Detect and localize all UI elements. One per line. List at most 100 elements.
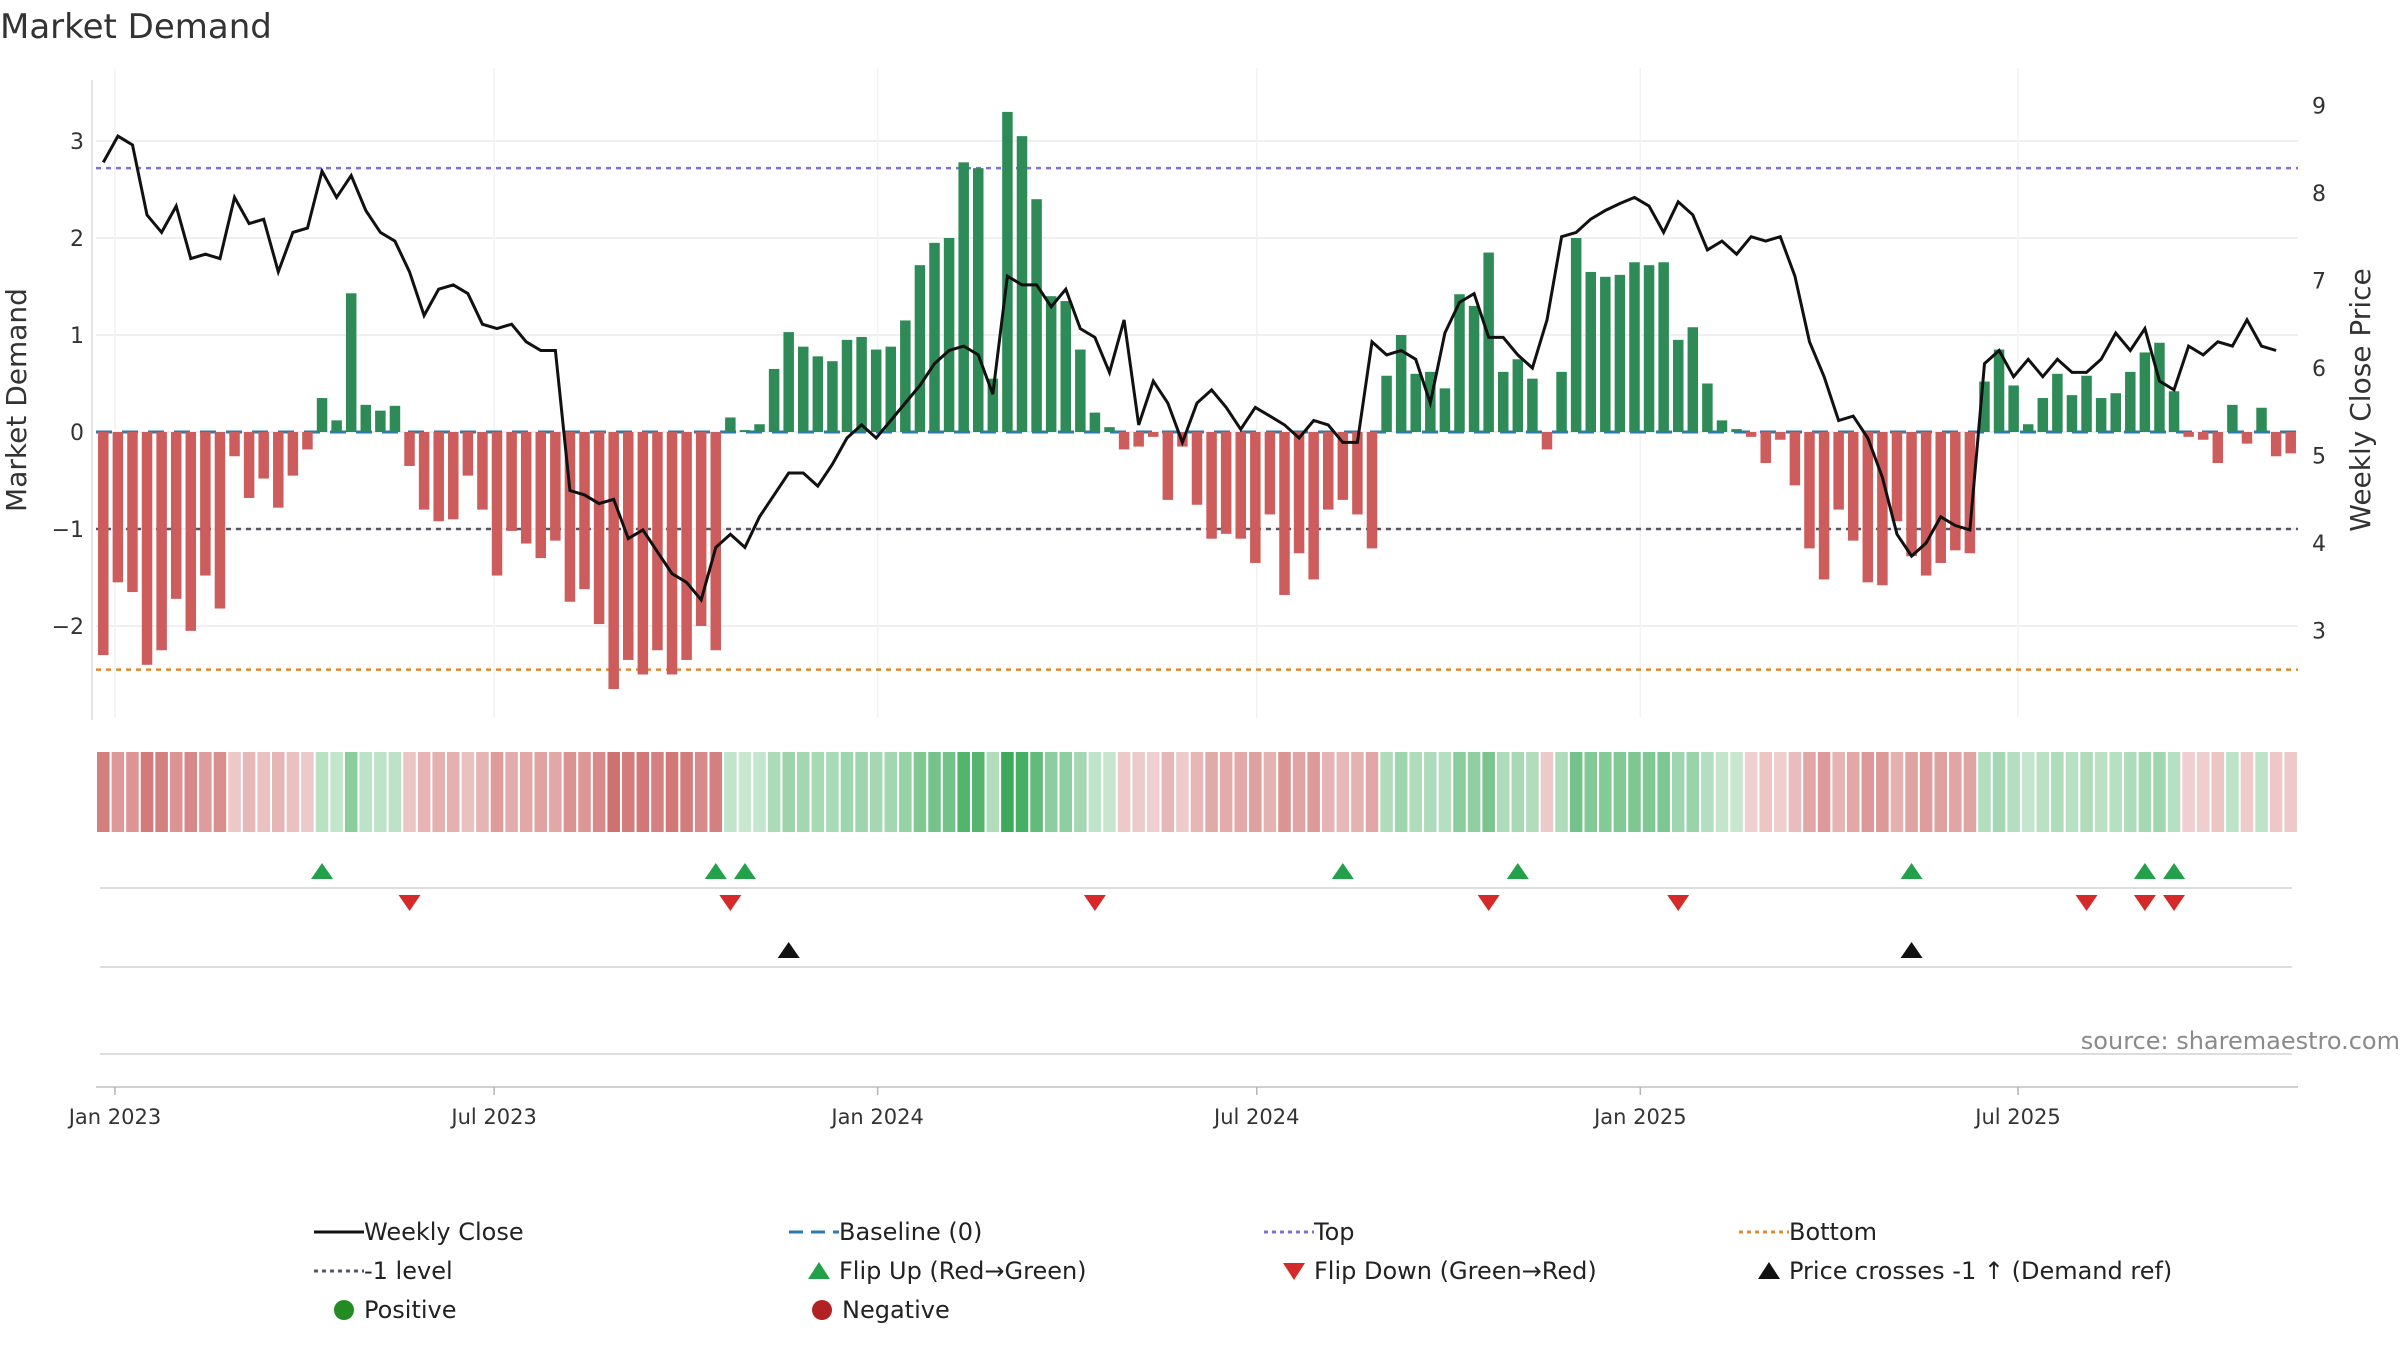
strip-cell bbox=[1715, 752, 1729, 832]
demand-bar bbox=[316, 398, 328, 432]
demand-bar bbox=[623, 432, 634, 660]
strip-cell bbox=[1540, 752, 1554, 832]
demand-bar bbox=[1133, 432, 1144, 447]
strip-cell bbox=[1292, 752, 1306, 832]
demand-bar bbox=[1847, 432, 1859, 541]
weekly-close-line bbox=[101, 134, 2277, 604]
strip-cell bbox=[1176, 752, 1189, 832]
demand-bar bbox=[185, 432, 197, 631]
strip-cell bbox=[1351, 752, 1364, 832]
strip-cell bbox=[1584, 752, 1598, 832]
demand-bar bbox=[929, 242, 940, 432]
y2-tick-label: 5 bbox=[2312, 445, 2326, 470]
demand-bar bbox=[1002, 111, 1013, 433]
demand-bar bbox=[1162, 432, 1174, 500]
demand-bar bbox=[2139, 352, 2151, 432]
strip-cell bbox=[855, 752, 868, 832]
demand-bar bbox=[535, 432, 547, 559]
demand-bar bbox=[1308, 432, 1319, 580]
strip-cell bbox=[1555, 752, 1568, 832]
strip-cell bbox=[1088, 752, 1102, 832]
strip-cell bbox=[1671, 752, 1685, 832]
y-axis-label: Market Demand bbox=[0, 288, 33, 512]
strip-cell bbox=[636, 752, 650, 832]
demand-bar bbox=[491, 432, 503, 576]
market-demand-chart: Market Demand 3 2 1 0 −1 −2 9 8 7 6 5 4 3 Market De… bbox=[0, 7, 2400, 1129]
strip-cell bbox=[519, 752, 533, 832]
demand-bar bbox=[1658, 262, 1669, 432]
demand-bar bbox=[1337, 432, 1349, 500]
demand-bar bbox=[2212, 432, 2224, 464]
strip-cell bbox=[2138, 752, 2152, 832]
demand-bar bbox=[243, 432, 255, 498]
demand-bar bbox=[2022, 424, 2034, 432]
legend-flip-up: Flip Up (Red→Green) bbox=[775, 1257, 1250, 1285]
demand-bar bbox=[2095, 398, 2107, 432]
strip-cell bbox=[1074, 752, 1087, 832]
demand-bar bbox=[1454, 294, 1465, 432]
demand-bar bbox=[1789, 432, 1801, 486]
strip-cell bbox=[680, 752, 693, 832]
strip-cell bbox=[1613, 752, 1627, 832]
demand-bar bbox=[1629, 262, 1640, 432]
demand-bar bbox=[710, 432, 722, 651]
demand-bar bbox=[1935, 432, 1946, 563]
y-tick-label: −1 bbox=[52, 518, 84, 543]
strip-cell bbox=[1686, 752, 1700, 832]
y-tick-label: 3 bbox=[70, 130, 84, 155]
strip-cell bbox=[1642, 752, 1656, 832]
strip-cell bbox=[286, 752, 300, 832]
demand-bar bbox=[1570, 238, 1582, 432]
strip-cell bbox=[1380, 752, 1393, 832]
demand-bar bbox=[141, 432, 153, 665]
flip-up-marker bbox=[311, 863, 334, 879]
demand-bar bbox=[360, 404, 372, 432]
demand-bar bbox=[579, 432, 590, 590]
strip-cell bbox=[884, 752, 898, 832]
demand-bar bbox=[1497, 371, 1509, 432]
demand-bar bbox=[331, 420, 342, 432]
strip-cell bbox=[534, 752, 548, 832]
strip-cell bbox=[2080, 752, 2093, 832]
strip-cell bbox=[1482, 752, 1495, 832]
flip-up-marker bbox=[1506, 863, 1529, 879]
demand-bar bbox=[1716, 420, 1728, 432]
strip-cell bbox=[709, 752, 723, 832]
demand-bar bbox=[2110, 393, 2121, 432]
x-tick-label: Jan 2023 bbox=[67, 1105, 162, 1129]
demand-bar bbox=[550, 432, 561, 541]
demand-bar bbox=[1250, 432, 1261, 563]
demand-bar bbox=[1118, 432, 1130, 450]
strip-cell bbox=[1992, 752, 2006, 832]
y2-tick-label: 9 bbox=[2312, 95, 2326, 120]
strip-cell bbox=[1424, 752, 1437, 832]
dotted-line-swatch-icon bbox=[314, 1269, 364, 1272]
legend: Weekly Close Baseline (0) Top Bottom -1 … bbox=[300, 1212, 2200, 1329]
demand-bar bbox=[856, 336, 867, 432]
flip-down-marker bbox=[2133, 895, 2156, 911]
x-tick-label: Jul 2024 bbox=[1212, 1105, 1299, 1129]
strip-cell bbox=[169, 752, 183, 832]
demand-bar bbox=[827, 361, 838, 432]
strip-cell bbox=[374, 752, 387, 832]
demand-bar bbox=[637, 432, 649, 675]
strip-cell bbox=[592, 752, 606, 832]
dashed-line-swatch-icon bbox=[789, 1230, 839, 1233]
grid bbox=[91, 68, 2298, 720]
demand-bar bbox=[127, 432, 138, 593]
strip-cell bbox=[1001, 752, 1014, 832]
demand-bar bbox=[1818, 432, 1830, 580]
legend-minus-one: -1 level bbox=[300, 1257, 775, 1285]
demand-bar bbox=[608, 432, 619, 690]
strip-cell bbox=[1730, 752, 1743, 832]
strip-cell bbox=[563, 752, 577, 832]
demand-bar bbox=[214, 432, 226, 609]
strip-cell bbox=[1963, 752, 1977, 832]
strip-cell bbox=[330, 752, 343, 832]
demand-bar bbox=[170, 432, 182, 599]
demand-bar bbox=[1483, 252, 1494, 432]
demand-bar bbox=[754, 424, 765, 432]
flip-up-marker bbox=[1331, 863, 1354, 879]
legend-price-cross: Price crosses -1 ↑ (Demand ref) bbox=[1725, 1257, 2200, 1285]
strip-cell bbox=[1467, 752, 1481, 832]
